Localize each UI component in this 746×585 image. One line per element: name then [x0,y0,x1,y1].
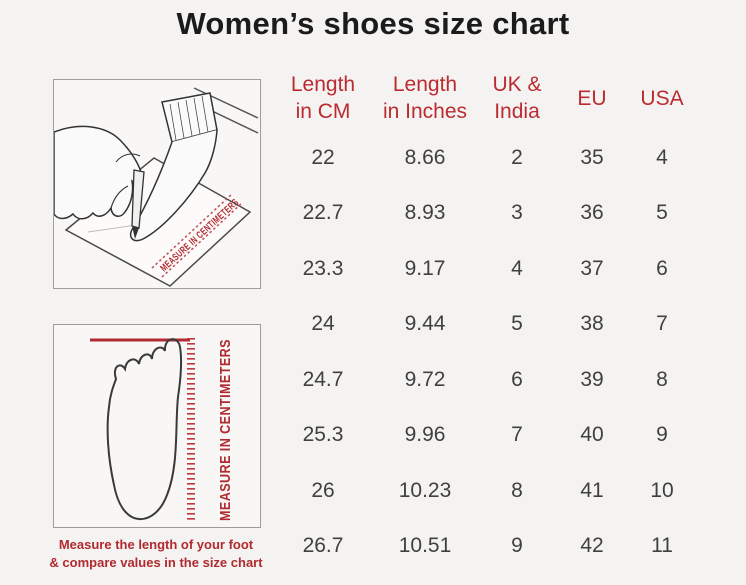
table-cell: 42 [580,534,604,558]
table-cell: 9 [511,534,523,558]
table-cell: 25.3 [302,423,344,447]
table-cell: 4 [511,256,523,280]
table-cell: 9.44 [404,312,446,336]
table-cell: 8.93 [404,201,446,225]
measure-foot-illustration: MEASURE IN CENTIMETERS [53,79,261,289]
ruler-label-vertical: MEASURE IN CENTIMETERS [217,339,234,521]
table-cell: 39 [580,367,604,391]
table-cell: 10.23 [398,478,452,502]
table-cell: 8 [511,478,523,502]
table-cell: 7 [656,312,668,336]
measure-caption-line2: & compare values in the size chart [49,554,263,570]
hand-pencil-foot-drawing: MEASURE IN CENTIMETERS [54,87,259,287]
table-cell: 11 [651,534,673,558]
table-cell: 38 [580,312,604,336]
table-cell: 40 [580,423,604,447]
table-cell: 6 [656,256,668,280]
table-cell: 5 [511,312,523,336]
table-cell: 26.7 [302,534,344,558]
measure-caption-line1: Measure the length of your foot [58,537,254,552]
table-cell: 5 [656,201,668,225]
table-cell: 35 [580,145,604,169]
table-cell: 10 [650,478,674,502]
foot-outline-illustration: MEASURE IN CENTIMETERS [53,324,261,528]
table-cell: 10.51 [398,534,452,558]
measure-caption: Measure the length of your foot & compar… [25,536,287,571]
column-header-eu: EU [577,86,607,110]
table-cell: 22 [311,145,335,169]
table-cell: 37 [580,256,604,280]
table-cell: 9.72 [404,367,446,391]
size-table: Length in CM Length in Inches UK & India… [273,68,697,574]
table-cell: 9.17 [404,256,446,280]
column-header-length-inches: Length in Inches [382,73,468,123]
table-cell: 22.7 [302,201,344,225]
table-cell: 7 [511,423,523,447]
table-cell: 24.7 [302,367,344,391]
table-cell: 8.66 [404,145,446,169]
table-cell: 23.3 [302,256,344,280]
column-header-usa: USA [640,86,684,110]
table-cell: 6 [511,367,523,391]
foot-outline-ruler-drawing: MEASURE IN CENTIMETERS [90,338,234,521]
page-title: Women’s shoes size chart [176,6,570,41]
table-cell: 9.96 [404,423,446,447]
table-cell: 26 [311,478,335,502]
column-header-uk-india: UK & India [492,73,542,123]
table-cell: 2 [511,145,523,169]
table-cell: 9 [656,423,668,447]
table-cell: 4 [656,145,668,169]
table-cell: 3 [511,201,523,225]
table-cell: 41 [580,478,604,502]
table-cell: 24 [311,312,335,336]
column-header-length-cm: Length in CM [290,73,356,123]
table-cell: 36 [580,201,604,225]
table-cell: 8 [656,367,668,391]
